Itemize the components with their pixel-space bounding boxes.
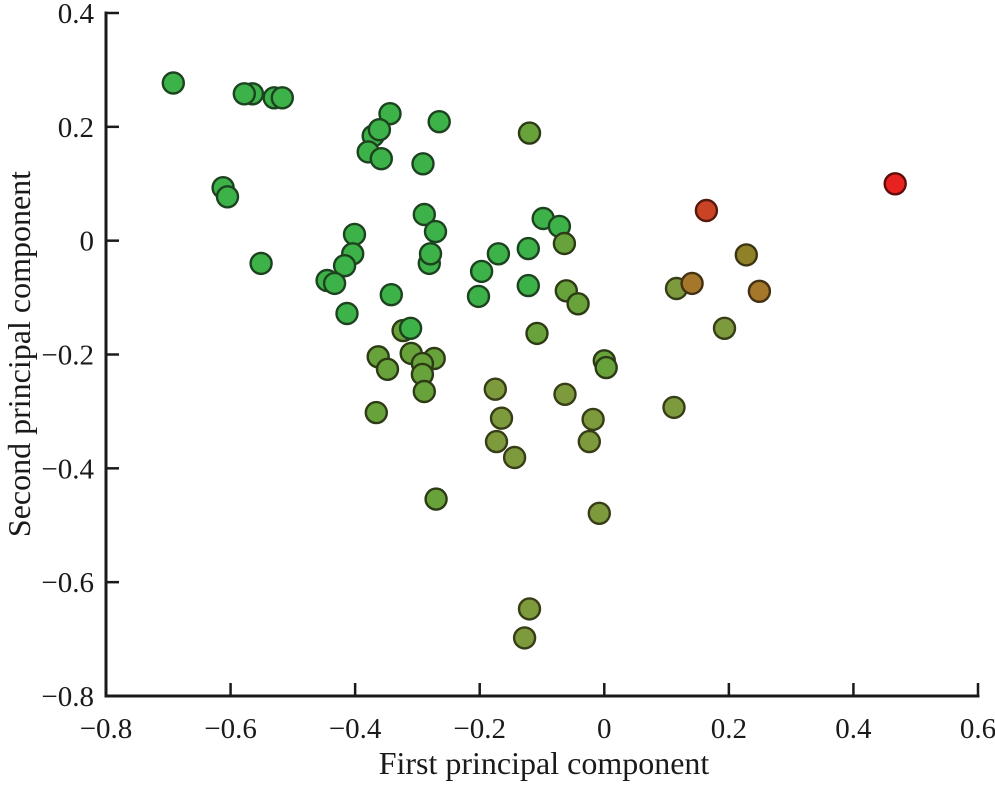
data-point-green (369, 146, 393, 171)
data-point-green (398, 316, 423, 340)
x-tick-group: −0.8 −0.6 −0.4 −0.2 0 0.2 0.4 0.6 (80, 683, 995, 745)
x-tick-label: 0 (597, 713, 612, 745)
x-tick-label: −0.2 (453, 713, 506, 745)
data-point-green (379, 283, 403, 307)
data-point-olive (502, 445, 527, 470)
data-point-olive (662, 395, 686, 420)
data-point-olive (553, 382, 577, 406)
data-point-olive-green (552, 231, 577, 256)
axes (104, 11, 980, 698)
data-point-green (427, 109, 451, 134)
data-point-green (423, 219, 448, 244)
y-tick-group: −0.8 −0.6 −0.4 −0.2 0 0.2 0.4 (41, 0, 119, 713)
data-point-red-orange (694, 198, 719, 223)
x-tick-label: 0.2 (711, 713, 747, 745)
data-point-olive-green (364, 400, 388, 425)
y-tick-label: 0 (80, 226, 95, 258)
data-point-green (215, 185, 240, 209)
data-point-olive (517, 597, 542, 621)
data-point-green (466, 284, 491, 309)
data-point-green (516, 273, 540, 298)
x-tick-label: −0.4 (329, 713, 382, 745)
x-tick-label: 0.4 (835, 713, 872, 745)
y-tick-label: −0.6 (41, 567, 94, 599)
data-point-green (516, 236, 540, 261)
y-tick-label: 0.4 (58, 0, 95, 30)
data-point-green (342, 222, 367, 247)
data-point-brown (747, 279, 772, 303)
y-tick-label: 0.2 (58, 112, 94, 144)
axis-spines (104, 11, 980, 698)
data-point-green (161, 71, 186, 95)
data-point-green (378, 101, 402, 126)
data-point-olive (489, 406, 514, 430)
y-tick-label: −0.8 (41, 681, 94, 713)
data-point-olive (484, 429, 509, 454)
data-point-olive (587, 501, 611, 525)
data-point-green (486, 242, 511, 266)
data-point-olive-green (517, 121, 542, 145)
data-point-green (411, 152, 435, 176)
data-point-brown (680, 271, 704, 296)
data-point-olive-green (424, 487, 448, 511)
data-point-green (249, 251, 273, 276)
data-point-green (332, 254, 357, 278)
data-point-olive (577, 429, 601, 454)
data-point-green (418, 242, 443, 266)
y-axis-title: Second principal component (1, 171, 37, 537)
data-point-olive-green (375, 357, 400, 381)
data-point-green (232, 82, 257, 106)
data-points (161, 71, 907, 650)
data-point-olive-green (594, 355, 618, 380)
x-tick-label: −0.6 (204, 713, 257, 745)
data-point-olive-green (566, 292, 590, 316)
data-point-olive (483, 377, 507, 401)
data-point-green (270, 86, 294, 110)
y-tick-label: −0.4 (41, 453, 94, 485)
x-axis-title: First principal component (379, 745, 710, 781)
data-point-green (367, 117, 392, 142)
data-point-olive (581, 407, 605, 432)
data-point-olive (512, 626, 537, 650)
y-tick-label: −0.2 (41, 340, 94, 372)
data-point-olive (712, 316, 737, 340)
data-point-khaki (734, 243, 758, 267)
data-point-olive-green (412, 379, 436, 404)
x-tick-label: −0.8 (80, 713, 133, 745)
data-point-green (412, 202, 436, 227)
data-point-green (469, 259, 494, 284)
data-point-red (883, 172, 907, 196)
data-point-olive-green (525, 321, 549, 346)
x-tick-label: 0.6 (960, 713, 995, 745)
data-point-green (322, 271, 347, 296)
data-point-green (335, 301, 359, 326)
